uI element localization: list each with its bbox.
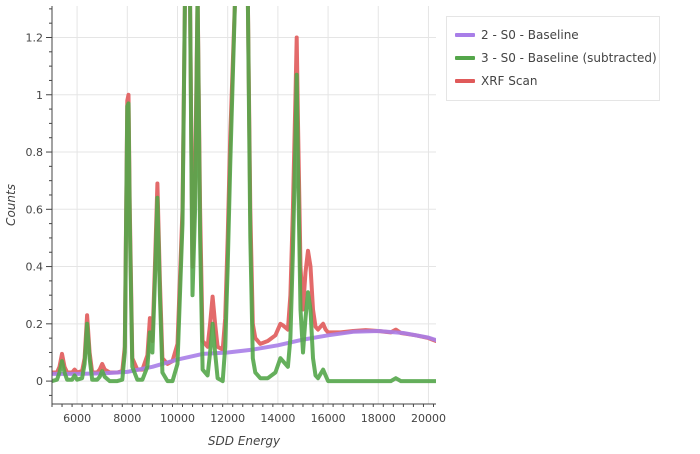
legend: 2 - S0 - Baseline 3 - S0 - Baseline (sub… (446, 16, 660, 101)
x-tick-label: 16000 (311, 412, 346, 425)
x-axis-title: SDD Energy (208, 434, 281, 448)
y-tick-label: 0.4 (26, 261, 44, 274)
legend-label-baseline: 2 - S0 - Baseline (481, 28, 579, 42)
x-tick-label: 14000 (260, 412, 295, 425)
legend-item-subtracted: 3 - S0 - Baseline (subtracted) (455, 48, 657, 68)
y-tick-label: 0 (36, 375, 43, 388)
y-tick-label: 0.2 (26, 318, 44, 331)
x-tick-label: 6000 (63, 412, 91, 425)
legend-swatch-baseline (455, 33, 475, 37)
legend-label-xrf-scan: XRF Scan (481, 74, 538, 88)
y-axis-title: Counts (4, 184, 18, 226)
x-tick-label: 8000 (113, 412, 141, 425)
legend-item-baseline: 2 - S0 - Baseline (455, 25, 579, 45)
y-tick-label: 1 (36, 89, 43, 102)
x-tick-label: 12000 (210, 412, 245, 425)
plot-area (52, 6, 436, 404)
legend-swatch-subtracted (455, 56, 475, 60)
legend-label-subtracted: 3 - S0 - Baseline (subtracted) (481, 51, 657, 65)
x-tick-label: 20000 (411, 412, 446, 425)
legend-item-xrf-scan: XRF Scan (455, 71, 537, 91)
legend-swatch-xrf-scan (455, 79, 475, 83)
series-lines (52, 6, 436, 384)
y-tick-label: 0.6 (26, 203, 44, 216)
y-tick-label: 0.8 (26, 146, 44, 159)
y-tick-label: 1.2 (26, 31, 44, 44)
series-line-xrf-scan (52, 6, 436, 375)
axes: 6000 8000 10000 12000 14000 16000 18000 20000 0 0… (26, 6, 446, 425)
x-tick-label: 18000 (361, 412, 396, 425)
series-line-3-s0-baseline-subtracted (52, 6, 436, 384)
x-tick-label: 10000 (160, 412, 195, 425)
